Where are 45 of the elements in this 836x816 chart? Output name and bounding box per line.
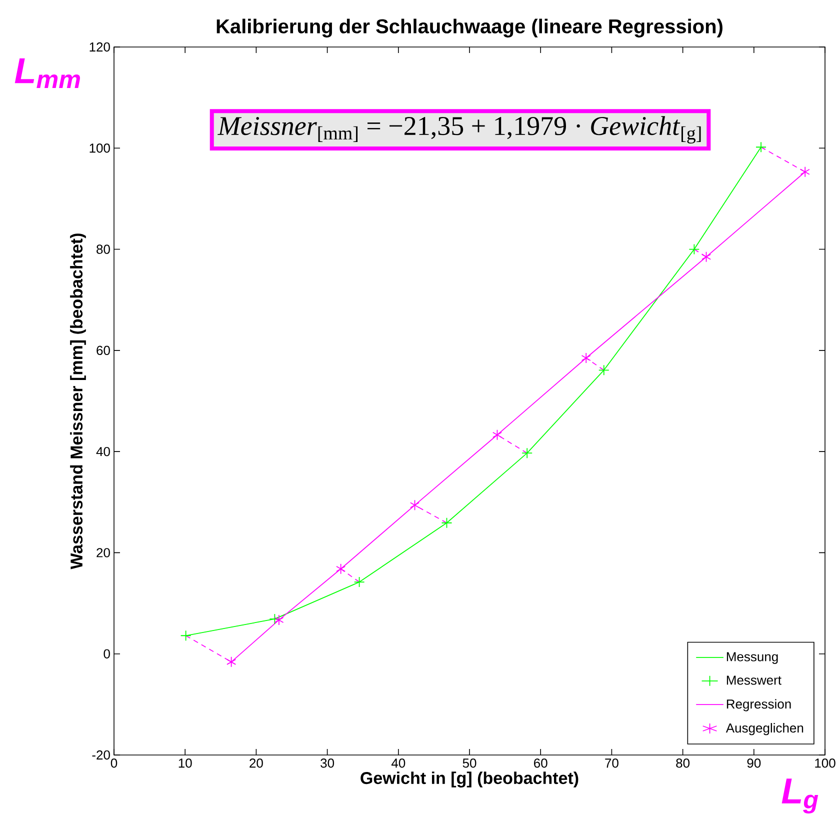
point bbox=[581, 352, 591, 364]
text: L$_{g}$ bbox=[782, 778, 818, 814]
point bbox=[701, 251, 712, 262]
point bbox=[441, 517, 452, 528]
y-tick-label: 20 bbox=[96, 548, 110, 558]
point bbox=[598, 364, 610, 376]
legend-label: Messwert bbox=[726, 676, 782, 685]
point bbox=[336, 563, 346, 574]
x-axis-title: Gewicht in [g] (beobachtet) bbox=[360, 772, 578, 788]
point bbox=[492, 429, 502, 440]
legend-label: Messung bbox=[726, 652, 778, 664]
point bbox=[274, 614, 284, 626]
annotation: Meissner$_{[mm]}$ = −21,35 + 1,1979 · Gewicht$_{[g]}$ bbox=[218, 116, 701, 144]
y-tick-label: 100 bbox=[90, 144, 110, 153]
text: L$_{mm}$ bbox=[14, 58, 80, 88]
y-tick-label: 40 bbox=[96, 446, 110, 456]
legend-label: Ausgeglichen bbox=[726, 723, 804, 736]
chart-title: Kalibrierung der Schlauchwaage (lineare Regression) bbox=[216, 18, 722, 38]
x-tick-label: 30 bbox=[320, 758, 334, 768]
point bbox=[688, 244, 700, 255]
point bbox=[226, 656, 236, 668]
point bbox=[269, 614, 280, 624]
point bbox=[800, 166, 810, 178]
y-tick-label: 80 bbox=[96, 244, 110, 254]
x-tick-label: 100 bbox=[815, 758, 836, 768]
point bbox=[522, 448, 533, 459]
x-tick-label: 20 bbox=[250, 758, 263, 768]
y-tick-label: 0 bbox=[104, 649, 110, 658]
x-tick-label: 60 bbox=[534, 758, 548, 768]
x-tick-label: 0 bbox=[110, 758, 118, 768]
point bbox=[756, 142, 766, 153]
x-tick-label: 40 bbox=[391, 758, 406, 768]
point bbox=[180, 630, 192, 642]
y-tick-label: -20 bbox=[92, 750, 110, 760]
x-tick-label: 70 bbox=[605, 758, 618, 768]
legend-label: Regression bbox=[726, 699, 791, 712]
x-tick-label: 10 bbox=[178, 758, 192, 768]
point bbox=[354, 576, 365, 588]
point bbox=[410, 500, 420, 511]
y-axis-title: Wasserstand Meissner [mm] (beobachtet) bbox=[70, 234, 86, 570]
y-tick-label: 120 bbox=[90, 42, 110, 52]
x-tick-label: 80 bbox=[676, 758, 690, 768]
x-tick-label: 50 bbox=[462, 758, 476, 768]
x-tick-label: 90 bbox=[747, 758, 761, 768]
y-tick-label: 60 bbox=[96, 346, 110, 356]
